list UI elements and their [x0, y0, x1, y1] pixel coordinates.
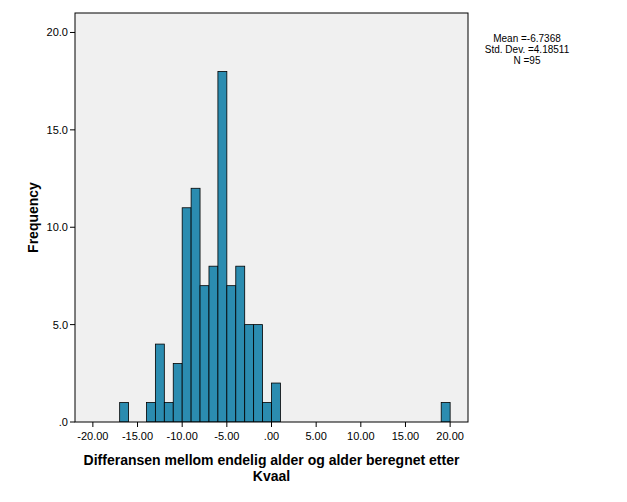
bar: [227, 286, 236, 422]
bar: [209, 266, 218, 422]
plot-frame: [75, 13, 468, 422]
chart: .0 5.0 10.0 15.0 20.0 -20.00 -15.00 -10.00 -5.00…: [0, 0, 627, 502]
bar: [441, 403, 450, 422]
bar: [155, 344, 164, 422]
x-tick: [271, 422, 272, 427]
x-tick-label: 20.00: [436, 430, 464, 442]
bar: [120, 403, 129, 422]
y-tick-label: 5.0: [53, 319, 68, 331]
x-tick-label: -15.00: [122, 430, 153, 442]
x-tick: [405, 422, 406, 427]
x-tick-label: -20.00: [77, 430, 108, 442]
x-tick: [360, 422, 361, 427]
plot-background: [75, 13, 468, 422]
bar: [272, 383, 281, 422]
x-axis-label-line: Kvaal: [253, 468, 290, 484]
x-tick: [137, 422, 138, 427]
bar: [236, 266, 245, 422]
x-tick-label: -10.00: [167, 430, 198, 442]
x-tick: [450, 422, 451, 427]
bar: [245, 325, 254, 422]
bar: [218, 71, 227, 422]
x-tick: [226, 422, 227, 427]
y-tick: [70, 324, 75, 325]
x-tick: [316, 422, 317, 427]
x-tick-label: 15.00: [392, 430, 420, 442]
x-axis-label: Differansen mellom endelig alder og alde…: [84, 452, 460, 484]
bar: [173, 364, 182, 422]
x-tick-label: 5.00: [305, 430, 326, 442]
y-tick: [70, 129, 75, 130]
y-tick: [70, 422, 75, 423]
y-tick-label: 10.0: [47, 221, 68, 233]
bar: [164, 403, 173, 422]
statistics-text: Std. Dev. =4.18511: [485, 44, 570, 55]
y-tick-label: 20.0: [47, 26, 68, 38]
bar: [191, 188, 200, 422]
x-tick-label: -5.00: [214, 430, 239, 442]
x-tick-label: 10.00: [347, 430, 375, 442]
y-tick: [70, 227, 75, 228]
x-axis-label-line: Differansen mellom endelig alder og alde…: [84, 452, 460, 468]
statistics-text: Mean =-6.7368: [493, 33, 561, 44]
x-tick-label: .00: [264, 430, 279, 442]
bar: [182, 208, 191, 422]
bar: [146, 403, 155, 422]
bar: [200, 286, 209, 422]
y-tick-label: 15.0: [47, 124, 68, 136]
x-tick: [182, 422, 183, 427]
statistics-text: N =95: [514, 55, 541, 66]
bars: [120, 71, 450, 422]
y-tick: [70, 32, 75, 33]
bar: [263, 403, 272, 422]
bar: [254, 325, 263, 422]
y-tick-label: .0: [59, 416, 68, 428]
y-axis-label: Frequency: [25, 182, 41, 253]
x-tick: [92, 422, 93, 427]
